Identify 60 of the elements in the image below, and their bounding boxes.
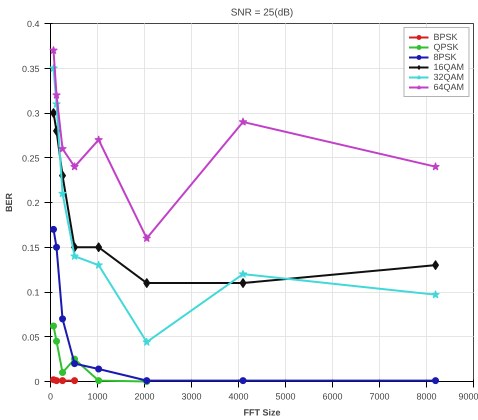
point [431,290,440,298]
point [94,135,103,144]
point [50,226,58,233]
y-tick-label: 0.05 [22,332,40,342]
y-tick-label: 0.4 [26,19,40,29]
point [94,260,103,269]
point [142,338,152,346]
x-tick-label: 1000 [87,392,108,402]
legend-label: BPSK [433,32,458,42]
legend-label: 32QAM [433,72,464,82]
point [238,270,248,278]
x-tick-label: 2000 [134,392,155,402]
x-axis-title: FFT Size [244,408,281,418]
point [59,369,66,376]
y-axis-title: BER [4,192,14,212]
legend-label: QPSK [433,42,458,52]
point [240,377,247,384]
y-tick-label: 0.35 [22,64,40,74]
point [432,377,440,384]
point [70,252,79,260]
point [71,360,78,368]
point [240,278,247,288]
point [95,365,102,372]
x-tick-label: 3000 [181,392,202,402]
legend-label: 16QAM [433,62,464,72]
x-tick-label: 6000 [322,392,343,402]
point [52,90,61,99]
x-tick-label: 5000 [275,392,296,402]
x-tick-label: 7000 [369,392,390,402]
x-tick-label: 9000 [458,392,478,402]
y-tick-label: 0.2 [26,198,40,208]
y-tick-label: 0.1 [26,288,40,298]
x-tick-label: 4000 [228,392,249,402]
point [50,322,58,330]
point [95,242,102,252]
point [142,234,152,242]
x-tick-label: 0 [48,392,54,402]
point [95,377,102,384]
point [143,278,150,288]
point [58,144,67,153]
y-tick-label: 0.3 [26,108,40,118]
point [432,260,440,270]
point [59,315,66,322]
y-tick-label: 0.25 [22,153,40,164]
point [50,108,58,118]
point [53,244,60,251]
point [58,189,67,198]
y-tick-label: 0.15 [22,242,40,253]
legend-label: 64QAM [433,82,464,92]
x-tick-label: 8000 [416,392,437,402]
point [49,46,58,54]
y-tick-label: 0 [34,377,40,387]
legend-label: 8PSK [433,52,456,62]
point [238,117,248,126]
chart-title: SNR = 25(dB) [230,8,294,18]
point [53,338,60,345]
point [71,377,78,384]
point [59,377,66,384]
point [70,162,79,170]
point [53,377,60,384]
